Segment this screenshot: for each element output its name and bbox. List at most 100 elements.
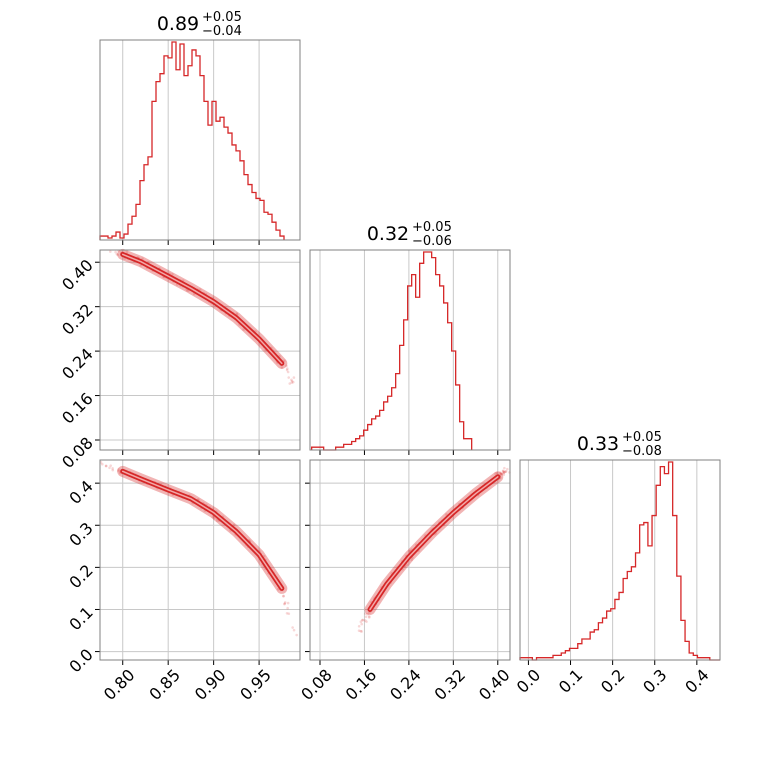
- scatter-panel-2-1: [305, 460, 511, 665]
- y-tick-label: 0.40: [58, 256, 97, 295]
- scatter-sample: [357, 624, 361, 628]
- scatter-sample: [288, 382, 292, 385]
- scatter-sample: [283, 601, 287, 604]
- scatter-panel-1-0: [95, 248, 300, 455]
- scatter-sample: [115, 252, 119, 256]
- x-tick-label: 0.0: [513, 665, 544, 696]
- scatter-sample: [286, 606, 289, 610]
- scatter-sample: [503, 470, 506, 474]
- scatter-sample: [285, 611, 289, 615]
- scatter-sample: [359, 620, 363, 623]
- scatter-sample: [364, 612, 367, 615]
- scatter-sample: [125, 250, 129, 254]
- scatter-sample: [283, 602, 287, 605]
- scatter-sample: [242, 328, 245, 331]
- panel-title-plus-1: +0.05: [412, 220, 452, 235]
- scatter-sample: [104, 464, 108, 468]
- scatter-sample: [500, 472, 503, 476]
- scatter-sample: [285, 364, 288, 368]
- scatter-sample: [111, 467, 114, 470]
- panel-frame: [99, 459, 301, 661]
- x-tick-label: 0.2: [597, 665, 628, 696]
- scatter-sample: [109, 250, 112, 253]
- density-band: [117, 465, 288, 594]
- scatter-sample: [283, 602, 286, 606]
- x-tick-label: 0.3: [639, 665, 670, 696]
- scatter-sample: [232, 523, 236, 527]
- x-tick-label: 0.1: [555, 665, 586, 696]
- scatter-sample: [116, 253, 119, 257]
- scatter-sample: [499, 472, 503, 476]
- panel-frame: [309, 459, 511, 661]
- panel-title-median-0: 0.89: [157, 13, 199, 35]
- scatter-sample: [502, 473, 506, 477]
- scatter-sample: [500, 472, 503, 476]
- panel-title-plus-2: +0.05: [622, 430, 662, 445]
- scatter-sample: [216, 519, 219, 522]
- scatter-sample: [361, 618, 365, 622]
- scatter-sample: [211, 515, 215, 519]
- scatter-sample: [114, 250, 117, 254]
- scatter-sample: [504, 470, 508, 473]
- density-contour-inner: [121, 470, 283, 590]
- panel-frame: [309, 249, 511, 451]
- x-tick-label: 0.80: [100, 665, 139, 704]
- scatter-sample: [363, 619, 367, 622]
- scatter-sample: [290, 381, 294, 384]
- scatter-sample: [410, 558, 413, 562]
- scatter-sample: [186, 289, 189, 292]
- scatter-sample: [100, 462, 104, 466]
- y-tick-label: 0.3: [65, 519, 96, 550]
- scatter-sample: [502, 471, 505, 475]
- scatter-sample: [290, 378, 293, 382]
- scatter-sample: [291, 380, 295, 384]
- histogram-panel-2: [519, 460, 720, 665]
- scatter-sample: [364, 615, 368, 619]
- x-tick-label: 0.90: [191, 665, 230, 704]
- scatter-sample: [292, 628, 296, 632]
- scatter-sample: [366, 612, 369, 616]
- density-band: [117, 248, 288, 369]
- scatter-sample: [360, 622, 364, 626]
- x-tick-label: 0.08: [297, 665, 336, 704]
- density-contour-inner: [121, 253, 283, 365]
- scatter-panel-2-0: [95, 460, 300, 665]
- scatter-sample: [367, 616, 371, 619]
- scatter-sample: [235, 312, 238, 315]
- scatter-sample: [282, 594, 285, 598]
- scatter-sample: [290, 379, 294, 383]
- y-tick-label: 0.32: [58, 300, 97, 339]
- panel-title-minus-2: −0.08: [622, 444, 662, 459]
- scatter-sample: [357, 629, 361, 632]
- y-tick-label: 0.08: [58, 433, 97, 472]
- scatter-sample: [282, 594, 285, 598]
- scatter-sample: [495, 471, 499, 475]
- scatter-sample: [286, 601, 290, 605]
- scatter-sample: [292, 376, 296, 379]
- scatter-sample: [361, 618, 364, 622]
- x-tick-label: 0.85: [145, 665, 184, 704]
- scatter-sample: [117, 469, 120, 473]
- y-tick-label: 0.24: [58, 344, 97, 383]
- histogram-step-2: [519, 461, 720, 661]
- y-tick-label: 0.1: [65, 603, 96, 634]
- scatter-sample: [408, 549, 411, 553]
- x-tick-label: 0.16: [342, 665, 381, 704]
- x-tick-label: 0.32: [431, 665, 470, 704]
- scatter-sample: [501, 470, 505, 473]
- scatter-sample: [295, 633, 298, 637]
- histogram-panel-0: [99, 40, 285, 245]
- scatter-sample: [499, 471, 502, 474]
- scatter-sample: [285, 367, 289, 370]
- scatter-sample: [506, 467, 509, 471]
- scatter-sample: [359, 629, 363, 633]
- scatter-sample: [198, 288, 202, 291]
- scatter-sample: [283, 359, 286, 363]
- x-tick-label: 0.40: [475, 665, 514, 704]
- scatter-sample: [287, 376, 291, 379]
- scatter-sample: [367, 615, 371, 618]
- y-tick-label: 0.16: [58, 389, 97, 428]
- scatter-sample: [405, 563, 409, 567]
- scatter-sample: [280, 366, 284, 369]
